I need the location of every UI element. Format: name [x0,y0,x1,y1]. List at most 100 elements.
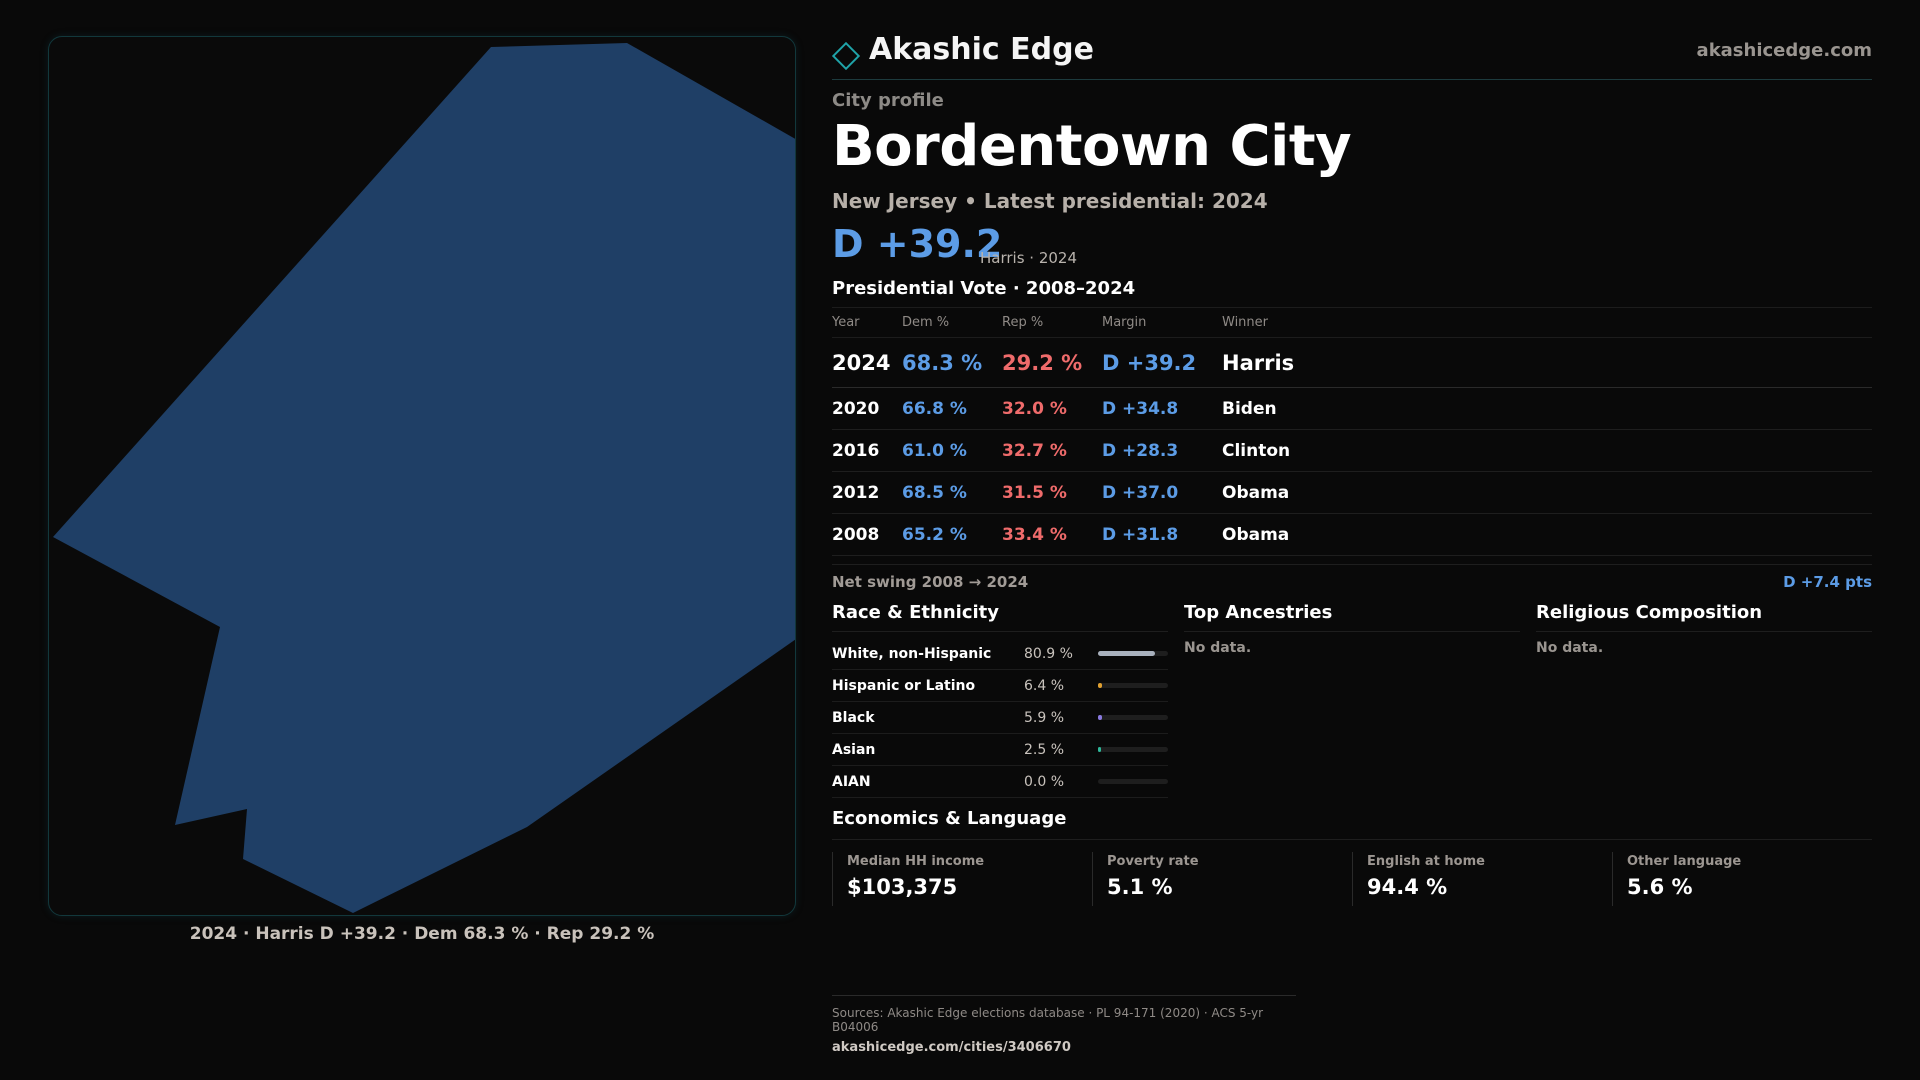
econ-value: $103,375 [847,875,958,899]
presidential-section-title: Presidential Vote · 2008–2024 [832,278,1136,299]
cell-margin: D +28.3 [1102,440,1179,461]
race-name: White, non-Hispanic [832,645,992,662]
sources-text: Sources: Akashic Edge elections database… [832,1006,1264,1034]
table-row: 2016 61.0 % 32.7 % D +28.3 Clinton [832,430,1872,472]
header-year: Year [832,315,860,330]
cell-dem: 66.8 % [902,398,967,419]
race-row: Asian 2.5 % [832,734,1168,766]
econ-stat-other-language: Other language 5.6 % [1612,852,1872,906]
cell-rep: 33.4 % [1002,524,1067,545]
race-pct: 2.5 % [1024,741,1065,758]
cell-dem: 65.2 % [902,524,967,545]
net-swing-value: D +7.4 pts [1783,573,1872,591]
race-name: Hispanic or Latino [832,677,976,694]
cell-winner: Obama [1222,524,1290,545]
race-bar-fill [1098,715,1103,720]
cell-year: 2020 [832,398,880,419]
cell-winner: Clinton [1222,440,1291,461]
race-bar [1098,683,1168,688]
table-row: 2024 68.3 % 29.2 % D +39.2 Harris [832,338,1872,388]
race-pct: 5.9 % [1024,709,1065,726]
header-rep: Rep % [1002,315,1044,330]
cell-year: 2016 [832,440,880,461]
race-bar-fill [1098,651,1155,656]
ancestries-section-title: Top Ancestries [1184,602,1520,632]
econ-label: English at home [1367,854,1485,869]
cell-margin: D +34.8 [1102,398,1179,419]
net-swing-label: Net swing 2008 → 2024 [832,573,1029,591]
page-eyebrow: City profile [832,90,944,111]
cell-dem: 68.5 % [902,482,967,503]
race-pct: 6.4 % [1024,677,1065,694]
site-domain-link[interactable]: akashicedge.com [1696,40,1872,61]
cell-winner: Biden [1222,398,1277,419]
race-pct: 0.0 % [1024,773,1065,790]
cell-rep: 29.2 % [1002,350,1083,375]
religion-section-title: Religious Composition [1536,602,1872,632]
race-row: White, non-Hispanic 80.9 % [832,638,1168,670]
table-row: 2020 66.8 % 32.0 % D +34.8 Biden [832,388,1872,430]
econ-stat-english-at-home: English at home 94.4 % [1352,852,1612,906]
page-title: Bordentown City [832,114,1352,179]
race-section-title: Race & Ethnicity [832,602,1168,632]
cell-rep: 32.0 % [1002,398,1067,419]
race-bar-fill [1098,683,1103,688]
race-row: AIAN 0.0 % [832,766,1168,798]
religion-section: Religious Composition No data. [1536,602,1872,656]
race-name: Asian [832,741,876,758]
race-bar-fill [1098,747,1101,752]
econ-label: Median HH income [847,854,985,869]
presidential-vote-table: Year Dem % Rep % Margin Winner 2024 68.3… [832,307,1872,556]
ancestries-empty-text: No data. [1184,640,1252,656]
cell-year: 2008 [832,524,880,545]
brand-name[interactable]: Akashic Edge [869,32,1094,67]
cell-winner: Obama [1222,482,1290,503]
econ-value: 5.6 % [1627,875,1693,899]
net-swing-row: Net swing 2008 → 2024 D +7.4 pts [832,564,1872,592]
race-bar [1098,747,1168,752]
race-bar [1098,779,1168,784]
canonical-url-link[interactable]: akashicedge.com/cities/3406670 [832,1040,1071,1055]
page-subtitle: New Jersey • Latest presidential: 2024 [832,189,1268,213]
econ-stat-poverty-rate: Poverty rate 5.1 % [1092,852,1352,906]
econ-label: Poverty rate [1107,854,1199,869]
economics-grid: Median HH income $103,375 Poverty rate 5… [832,852,1872,906]
race-pct: 80.9 % [1024,645,1073,662]
table-row: 2012 68.5 % 31.5 % D +37.0 Obama [832,472,1872,514]
religion-empty-text: No data. [1536,640,1604,656]
table-row: 2008 65.2 % 33.4 % D +31.8 Obama [832,514,1872,556]
cell-year: 2024 [832,350,891,375]
race-row: Black 5.9 % [832,702,1168,734]
header-dem: Dem % [902,315,950,330]
cell-dem: 61.0 % [902,440,967,461]
race-name: AIAN [832,773,871,790]
economics-section-title: Economics & Language [832,808,1872,840]
city-boundary-shape [53,43,795,913]
econ-label: Other language [1627,854,1742,869]
race-name: Black [832,709,875,726]
cell-margin: D +39.2 [1102,350,1197,375]
cell-rep: 31.5 % [1002,482,1067,503]
race-ethnicity-section: Race & Ethnicity White, non-Hispanic 80.… [832,602,1168,798]
cell-margin: D +37.0 [1102,482,1179,503]
race-row: Hispanic or Latino 6.4 % [832,670,1168,702]
econ-value: 94.4 % [1367,875,1448,899]
latest-margin-note: Harris · 2024 [980,249,1078,267]
map-caption: 2024 · Harris D +39.2 · Dem 68.3 % · Rep… [189,924,655,944]
cell-rep: 32.7 % [1002,440,1067,461]
cell-year: 2012 [832,482,880,503]
city-boundary-map [53,43,795,913]
econ-stat-median-income: Median HH income $103,375 [832,852,1092,906]
page-footer: Sources: Akashic Edge elections database… [832,995,1296,1055]
race-bar [1098,715,1168,720]
race-bar [1098,651,1168,656]
header-margin: Margin [1102,315,1147,330]
header-winner: Winner [1222,315,1269,330]
econ-value: 5.1 % [1107,875,1173,899]
city-map [48,36,796,916]
diamond-logo-icon [832,42,860,70]
site-header: Akashic Edge akashicedge.com [832,30,1872,80]
cell-dem: 68.3 % [902,350,983,375]
ancestries-section: Top Ancestries No data. [1184,602,1520,656]
cell-margin: D +31.8 [1102,524,1179,545]
